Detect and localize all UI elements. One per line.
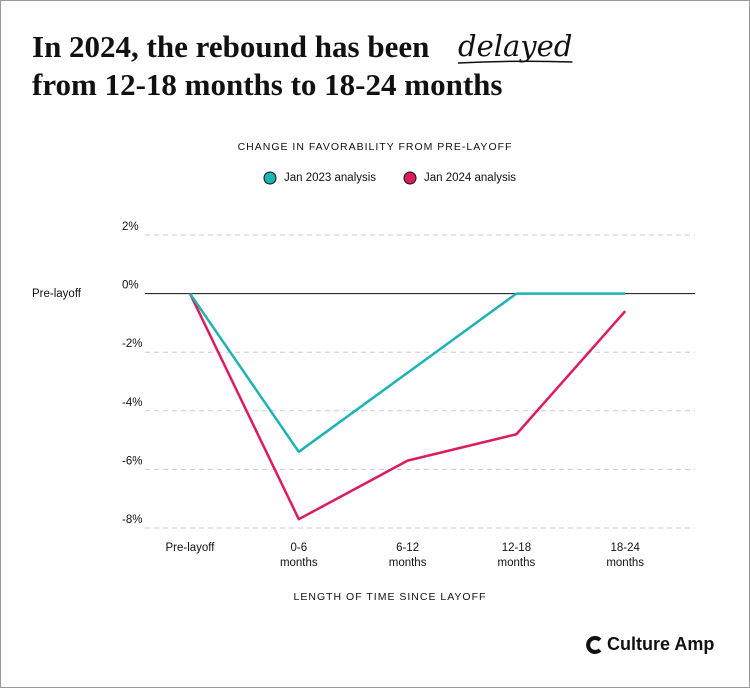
x-tick-label: 6-12 months	[389, 542, 427, 569]
y-tick-label: -4%	[122, 397, 142, 409]
chart-subtitle: CHANGE IN FAVORABILITY FROM PRE-LAYOFF	[238, 141, 513, 153]
chart-title-emphasis: delayed	[458, 29, 572, 63]
series-line	[188, 292, 626, 454]
y-tick-label: -6%	[122, 455, 142, 467]
x-tick-label: Pre-layoff	[165, 542, 215, 554]
legend-label: Jan 2024 analysis	[424, 172, 516, 184]
legend-label: Jan 2023 analysis	[284, 172, 376, 184]
x-tick-label: 18-24 months	[606, 542, 644, 569]
series-line	[188, 293, 627, 521]
emphasis-underline	[457, 60, 573, 64]
legend-swatch	[403, 171, 417, 185]
y-tick-label: 0%	[122, 280, 139, 292]
annotation: Pre-layoff	[32, 288, 82, 300]
chart-title-line2: from 12-18 months to 18-24 months	[32, 67, 502, 102]
logo-icon	[586, 636, 602, 654]
x-axis-title: LENGTH OF TIME SINCE LAYOFF	[294, 591, 487, 603]
legend-swatch	[263, 171, 277, 185]
y-tick-label: 2%	[122, 221, 139, 233]
y-tick-label: -8%	[122, 514, 142, 526]
chart-title-line1: In 2024, the rebound has been	[32, 29, 429, 64]
y-tick-label: -2%	[122, 338, 142, 350]
brand: Culture Amp	[607, 634, 714, 654]
logo: Culture Amp	[586, 634, 714, 654]
x-tick-label: 12-18 months	[498, 542, 536, 569]
x-tick-label: 0-6 months	[280, 542, 318, 569]
